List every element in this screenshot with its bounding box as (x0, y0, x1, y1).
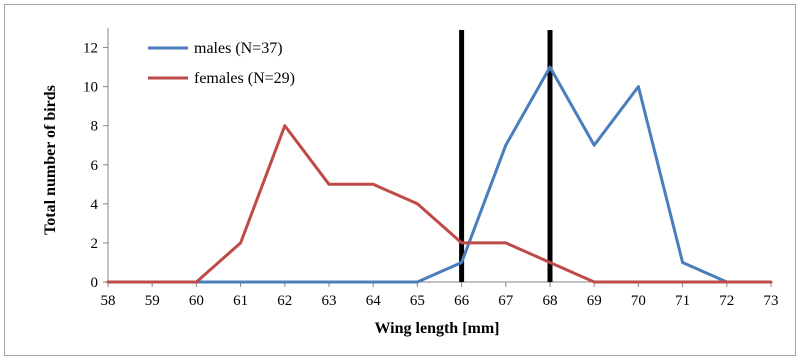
reference-lines (459, 30, 553, 282)
series-layer (106, 65, 773, 284)
x-tick-label: 64 (366, 293, 382, 309)
legend-label: males (N=37) (194, 40, 283, 57)
y-tick-label: 10 (83, 80, 98, 96)
y-tick-label: 6 (91, 158, 99, 174)
legend-label: females (N=29) (194, 70, 295, 87)
x-tick-label: 68 (543, 293, 558, 309)
x-tick-label: 67 (498, 293, 514, 309)
x-tick-label: 73 (764, 293, 779, 309)
series-line-females (106, 124, 773, 284)
x-tick-label: 58 (101, 293, 116, 309)
x-tick-label: 62 (277, 293, 292, 309)
x-tick-label: 63 (322, 293, 337, 309)
y-axis-title: Total number of birds (42, 85, 59, 235)
y-tick-label: 0 (91, 275, 99, 291)
x-axis-title: Wing length [mm] (374, 320, 499, 337)
x-tick-label: 60 (189, 293, 204, 309)
x-tick-label: 65 (410, 293, 425, 309)
series-line-males (194, 65, 729, 284)
y-tick-label: 4 (91, 197, 99, 213)
y-tick-label: 2 (91, 236, 99, 252)
legend: males (N=37) females (N=29) (148, 40, 295, 87)
x-tick-label: 61 (233, 293, 248, 309)
chart-frame (4, 4, 796, 356)
y-tick-label: 12 (83, 41, 98, 57)
x-tick-label: 71 (675, 293, 690, 309)
x-tick-label: 59 (145, 293, 160, 309)
x-tick-label: 66 (454, 293, 470, 309)
x-tick-label: 70 (631, 293, 646, 309)
x-tick-label: 72 (719, 293, 734, 309)
x-tick-label: 69 (587, 293, 602, 309)
y-tick-label: 8 (91, 119, 99, 135)
